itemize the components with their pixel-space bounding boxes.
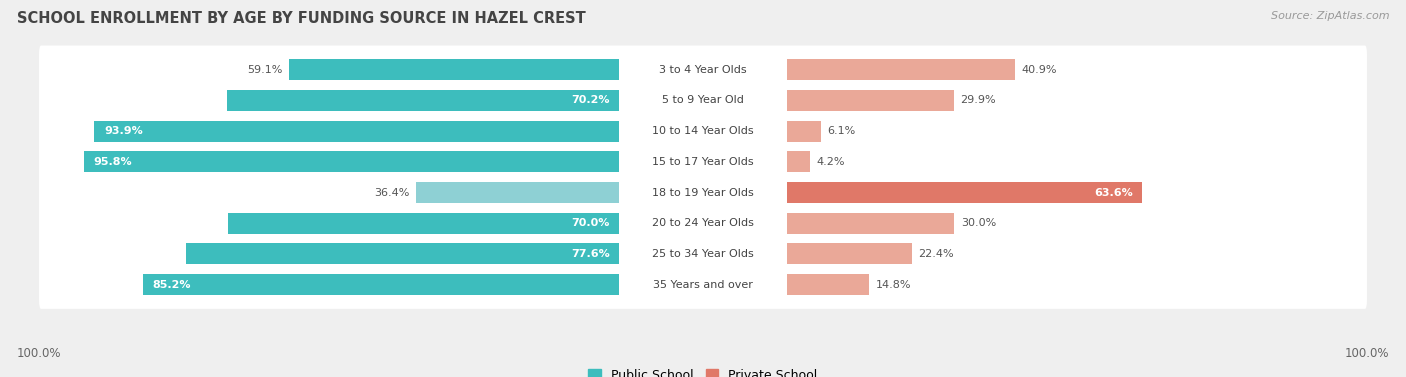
Bar	[786, 244, 912, 264]
Text: 35 Years and over: 35 Years and over	[652, 280, 754, 290]
Text: 70.2%: 70.2%	[571, 95, 610, 106]
Bar	[786, 152, 810, 172]
Bar	[786, 90, 953, 111]
Text: 59.1%: 59.1%	[247, 65, 283, 75]
Bar	[786, 213, 955, 234]
Text: 18 to 19 Year Olds: 18 to 19 Year Olds	[652, 187, 754, 198]
Bar	[143, 274, 620, 295]
Text: 93.9%: 93.9%	[104, 126, 143, 136]
Bar	[186, 244, 620, 264]
Bar	[416, 182, 620, 203]
Bar	[94, 121, 620, 142]
Text: 22.4%: 22.4%	[918, 249, 953, 259]
Text: 15 to 17 Year Olds: 15 to 17 Year Olds	[652, 157, 754, 167]
Text: 95.8%: 95.8%	[93, 157, 132, 167]
Legend: Public School, Private School: Public School, Private School	[583, 364, 823, 377]
Text: 63.6%: 63.6%	[1094, 187, 1133, 198]
FancyBboxPatch shape	[39, 138, 1367, 186]
Text: 30.0%: 30.0%	[960, 218, 995, 228]
Text: 4.2%: 4.2%	[817, 157, 845, 167]
FancyBboxPatch shape	[39, 76, 1367, 125]
Text: 70.0%: 70.0%	[571, 218, 610, 228]
Bar	[290, 59, 620, 80]
FancyBboxPatch shape	[39, 168, 1367, 217]
Text: SCHOOL ENROLLMENT BY AGE BY FUNDING SOURCE IN HAZEL CREST: SCHOOL ENROLLMENT BY AGE BY FUNDING SOUR…	[17, 11, 586, 26]
Text: 77.6%: 77.6%	[571, 249, 610, 259]
Text: 6.1%: 6.1%	[827, 126, 855, 136]
Text: 29.9%: 29.9%	[960, 95, 995, 106]
Text: 10 to 14 Year Olds: 10 to 14 Year Olds	[652, 126, 754, 136]
Text: 36.4%: 36.4%	[374, 187, 409, 198]
Text: 85.2%: 85.2%	[153, 280, 191, 290]
FancyBboxPatch shape	[39, 230, 1367, 278]
Text: 40.9%: 40.9%	[1022, 65, 1057, 75]
Text: 5 to 9 Year Old: 5 to 9 Year Old	[662, 95, 744, 106]
FancyBboxPatch shape	[39, 46, 1367, 94]
FancyBboxPatch shape	[39, 199, 1367, 247]
Text: Source: ZipAtlas.com: Source: ZipAtlas.com	[1271, 11, 1389, 21]
Text: 100.0%: 100.0%	[17, 347, 62, 360]
FancyBboxPatch shape	[39, 107, 1367, 155]
Text: 100.0%: 100.0%	[1344, 347, 1389, 360]
FancyBboxPatch shape	[39, 261, 1367, 309]
Bar	[786, 59, 1015, 80]
Bar	[226, 90, 620, 111]
Text: 20 to 24 Year Olds: 20 to 24 Year Olds	[652, 218, 754, 228]
Bar	[786, 182, 1142, 203]
Text: 14.8%: 14.8%	[876, 280, 911, 290]
Bar	[228, 213, 620, 234]
Bar	[84, 152, 620, 172]
Text: 25 to 34 Year Olds: 25 to 34 Year Olds	[652, 249, 754, 259]
Bar	[786, 121, 821, 142]
Text: 3 to 4 Year Olds: 3 to 4 Year Olds	[659, 65, 747, 75]
Bar	[786, 274, 869, 295]
